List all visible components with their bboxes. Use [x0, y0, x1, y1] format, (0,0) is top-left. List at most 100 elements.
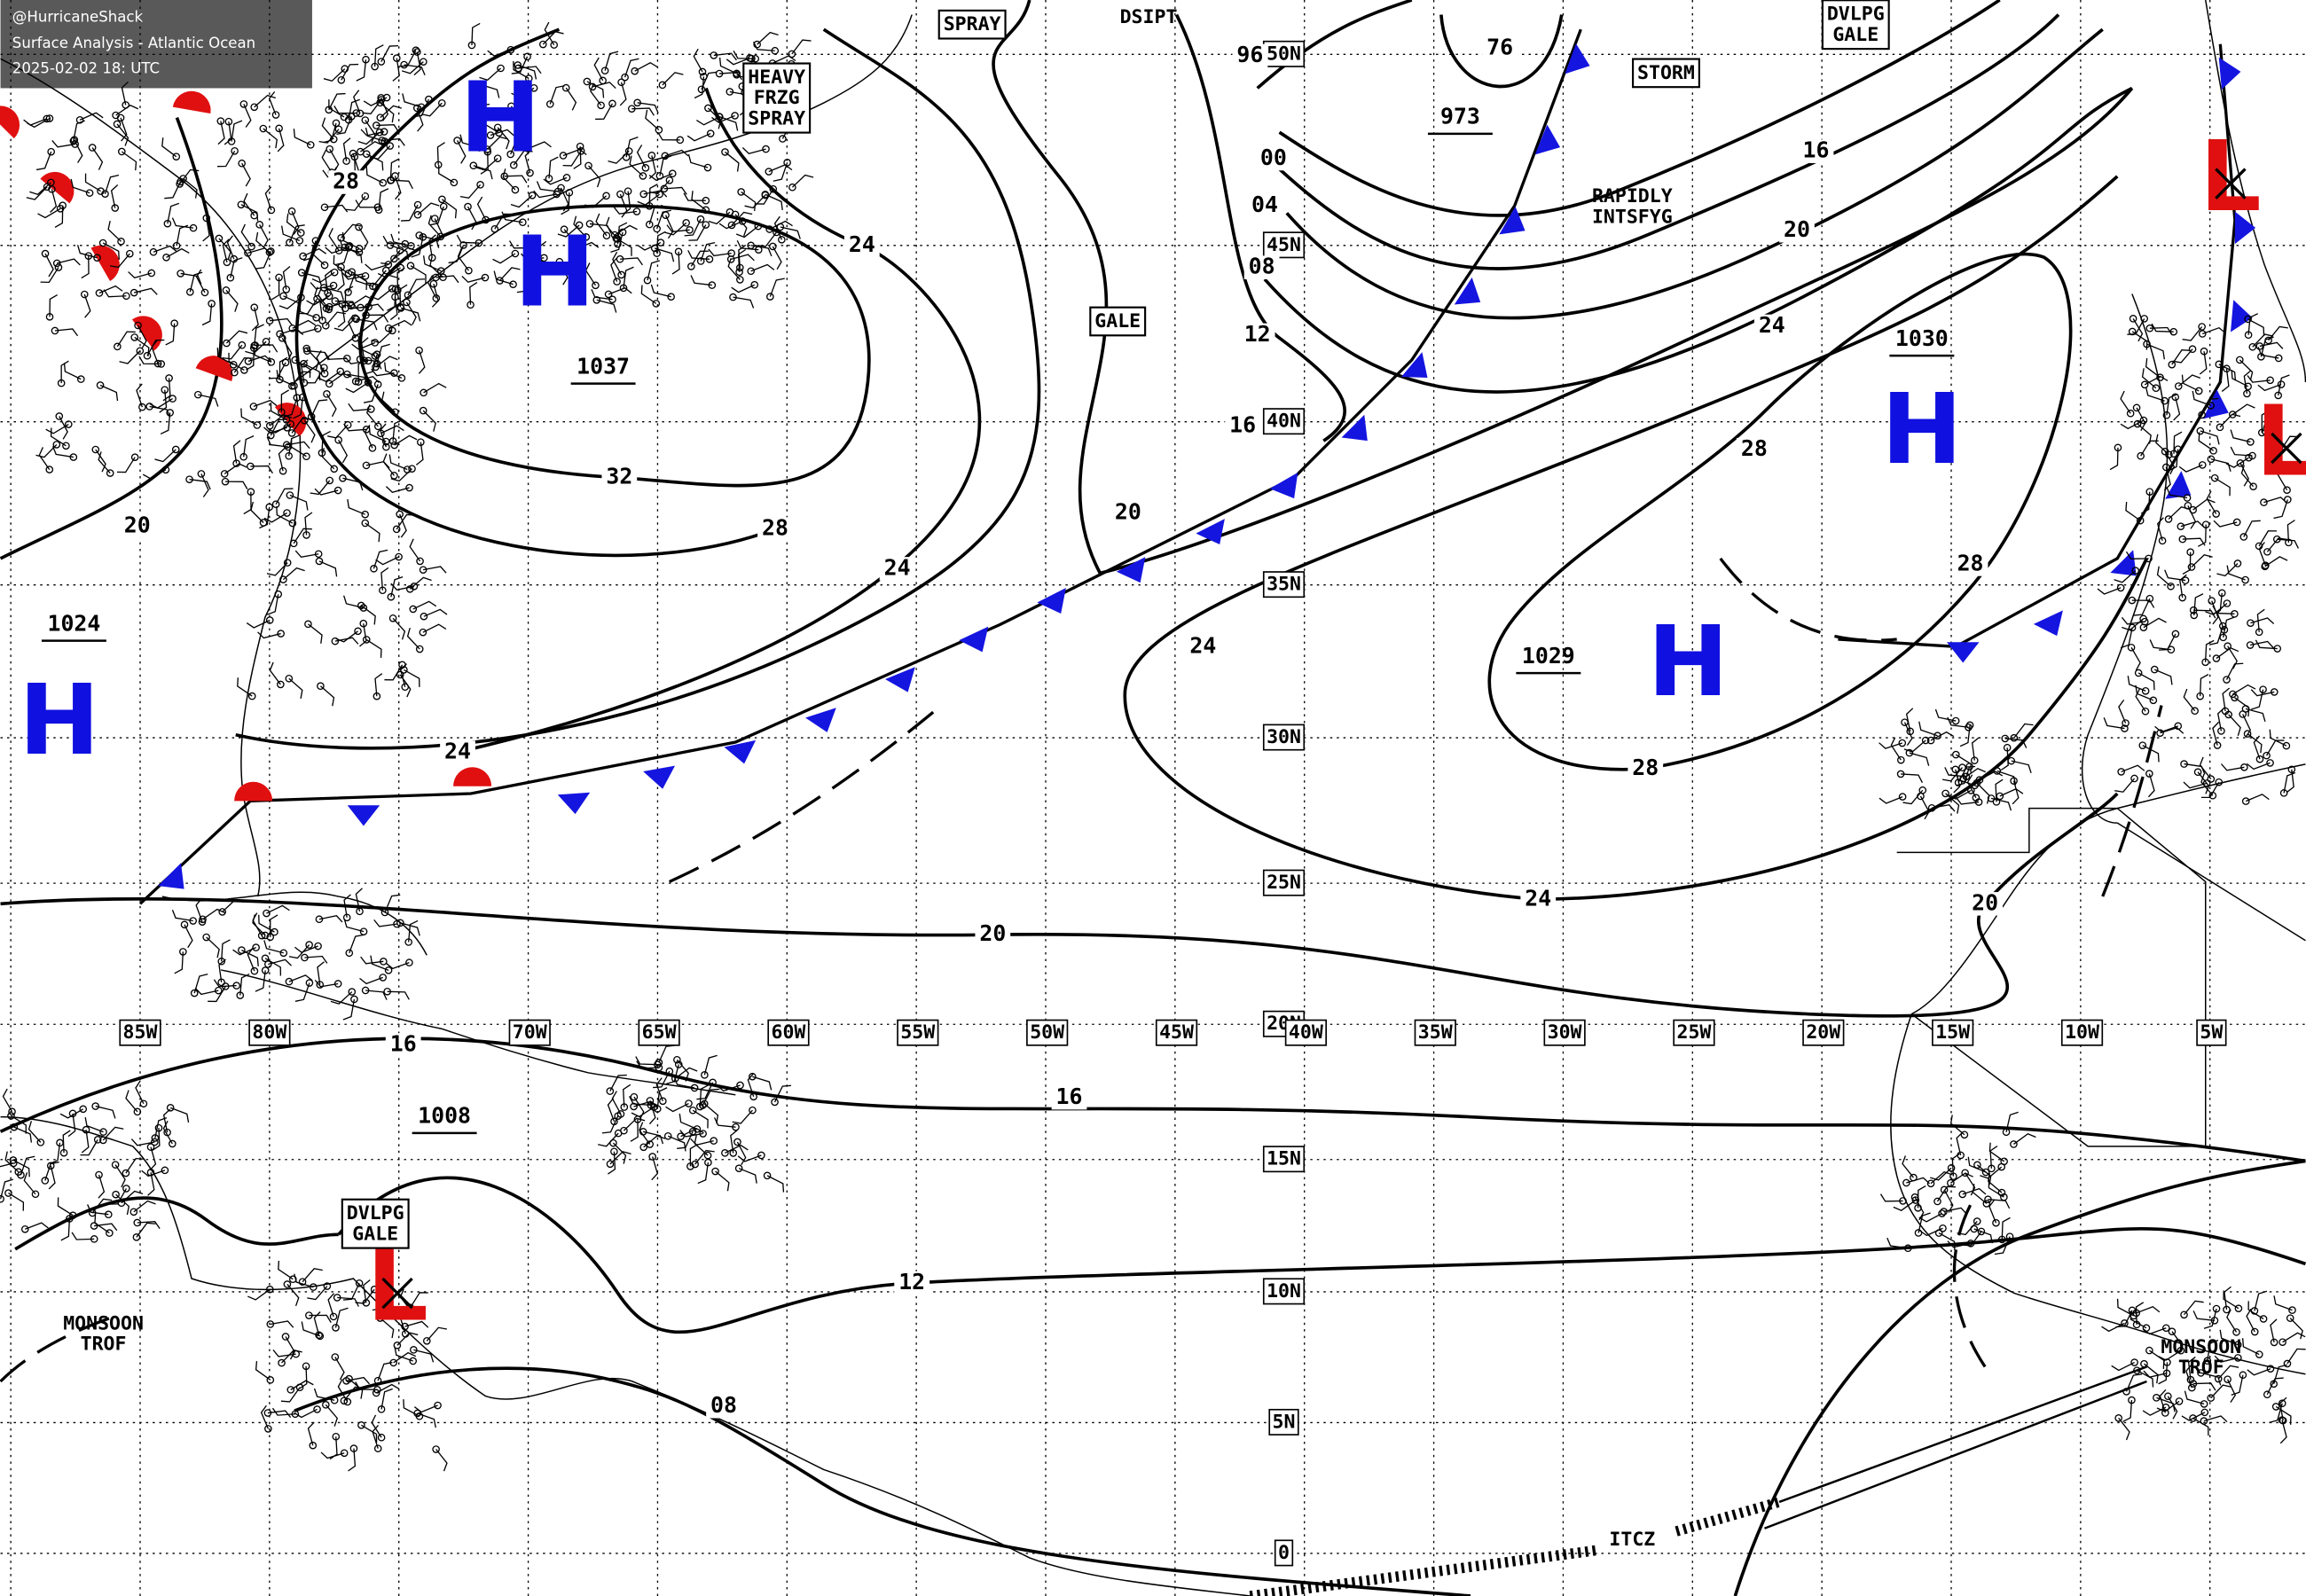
- station-circle: [2187, 563, 2196, 571]
- wind-barb: [266, 562, 288, 576]
- wind-barb: [459, 134, 480, 149]
- station-plots: [0, 21, 2306, 1472]
- wind-barb: [2219, 413, 2241, 428]
- wind-barb: [2247, 375, 2271, 383]
- wind-barb: [355, 888, 363, 911]
- wind-barb: [2219, 1329, 2239, 1346]
- station-circle: [1960, 1130, 1969, 1139]
- station-circle: [139, 1099, 148, 1108]
- station-circle: [788, 50, 796, 59]
- station-circle: [2216, 423, 2224, 432]
- station-circle: [2228, 411, 2237, 419]
- wind-barb: [2273, 499, 2288, 520]
- cold-front-triangle: [2218, 57, 2241, 90]
- station-circle: [771, 1098, 779, 1107]
- station-circle: [659, 1097, 667, 1106]
- station-circle: [231, 368, 239, 377]
- wind-barb: [718, 115, 739, 131]
- station-circle: [497, 64, 505, 73]
- wind-barb: [492, 253, 516, 264]
- station-circle: [604, 290, 613, 299]
- wind-barb: [222, 239, 230, 262]
- wind-barb: [2289, 1318, 2303, 1340]
- station-circle: [281, 358, 290, 367]
- wind-barb: [282, 266, 291, 290]
- wind-barb: [372, 1292, 388, 1311]
- wind-barb: [374, 673, 383, 697]
- wind-barb: [270, 1320, 294, 1328]
- wind-barb: [2193, 609, 2216, 619]
- wind-barb: [690, 250, 710, 267]
- station-circle: [2140, 380, 2149, 389]
- isobar-label: 12: [898, 1269, 925, 1295]
- wind-barb: [2166, 394, 2177, 416]
- wind-barb: [201, 303, 213, 326]
- station-circle: [2161, 447, 2169, 456]
- station-circle: [1958, 763, 1966, 771]
- wind-barb: [288, 974, 313, 982]
- wind-barb: [2166, 486, 2188, 499]
- annotation-text: MONSOON: [63, 1312, 144, 1334]
- wind-barb: [389, 158, 400, 181]
- wind-barb: [678, 1113, 698, 1130]
- wind-barb: [346, 195, 366, 211]
- wind-barb: [318, 371, 341, 382]
- wind-barb: [636, 145, 647, 168]
- station-circle: [2208, 597, 2216, 605]
- wind-barb: [371, 330, 393, 344]
- wind-barb: [218, 958, 226, 982]
- station-circle: [493, 154, 502, 162]
- wind-barb: [291, 418, 311, 434]
- isobar-label: 28: [762, 515, 788, 541]
- isobar-label-bg: [1232, 43, 1268, 68]
- wind-barb: [171, 217, 194, 229]
- station-circle: [2255, 542, 2263, 551]
- wind-barb: [2145, 387, 2165, 402]
- wind-barb: [347, 373, 369, 386]
- wind-barb: [278, 356, 288, 380]
- wind-barb: [423, 608, 448, 617]
- cold-front-triangle: [643, 765, 676, 789]
- isobar-label-bg: [706, 1394, 741, 1419]
- wind-barb: [115, 104, 139, 116]
- wind-barb: [1918, 721, 1938, 737]
- station-circle: [749, 1072, 757, 1081]
- wind-barb: [330, 991, 353, 1005]
- station-circle: [555, 257, 564, 266]
- wind-barb: [2199, 351, 2208, 375]
- isobar-label-bg: [1628, 756, 1664, 781]
- cold-front-triangle: [1947, 642, 1980, 663]
- wind-barb: [676, 1059, 689, 1082]
- wind-barb: [239, 973, 250, 996]
- wind-barb: [1893, 1200, 1917, 1211]
- station-circle: [459, 241, 467, 249]
- station-circle: [286, 1386, 295, 1394]
- wind-barb: [119, 350, 141, 364]
- station-circle: [88, 144, 97, 152]
- annotation-text: GALE: [1094, 310, 1141, 332]
- wind-barb: [269, 414, 293, 426]
- station-circle: [2233, 1341, 2242, 1349]
- wind-barb: [634, 61, 658, 72]
- station-circle: [2138, 741, 2147, 749]
- station-circle: [2200, 1400, 2208, 1408]
- wind-barb: [20, 1155, 35, 1176]
- station-circle: [652, 300, 661, 308]
- wind-barb: [772, 55, 796, 64]
- warm-front-semicircle: [274, 403, 307, 437]
- wind-barb: [370, 955, 389, 971]
- wind-barb: [2273, 1295, 2293, 1311]
- station-circle: [2122, 1388, 2130, 1396]
- wind-barb: [399, 513, 407, 538]
- station-circle: [64, 420, 73, 428]
- longitude-label-box: [508, 1019, 551, 1046]
- station-circle: [387, 592, 396, 601]
- wind-barb: [703, 1103, 719, 1124]
- station-circle: [214, 986, 223, 995]
- station-circle: [389, 1358, 397, 1367]
- wind-barb: [301, 1321, 321, 1337]
- wind-barb: [104, 174, 120, 194]
- wind-barb: [233, 356, 254, 373]
- station-circle: [323, 390, 331, 398]
- wind-barb: [2286, 769, 2294, 793]
